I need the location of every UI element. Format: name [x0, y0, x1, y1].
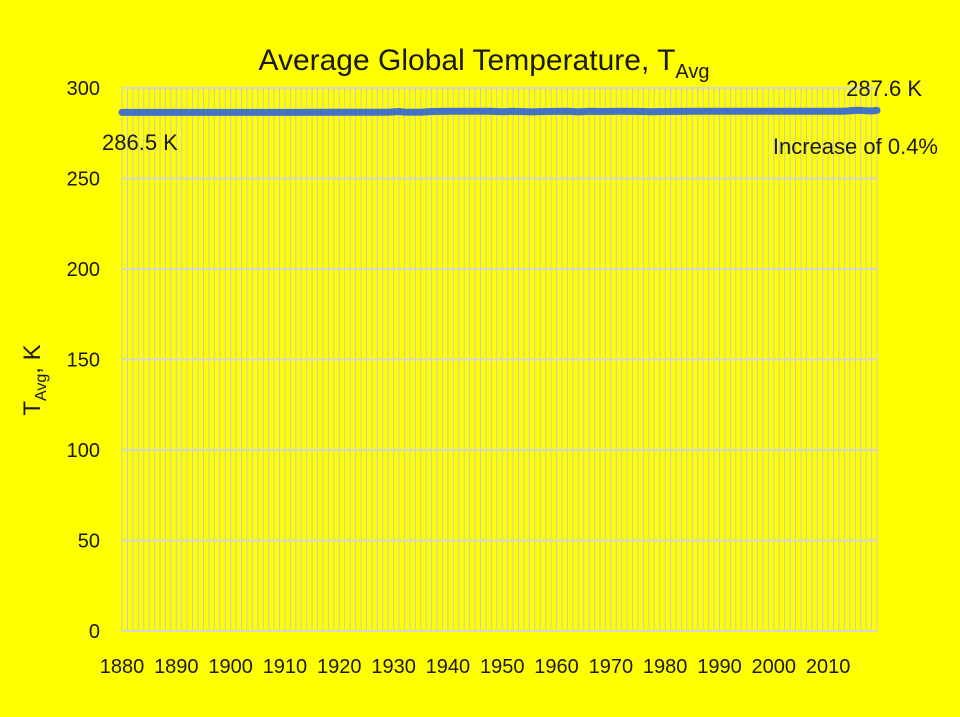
series-line-temperature	[118, 106, 881, 116]
x-tick-label: 2010	[806, 656, 851, 678]
chart-title-main: Average Global Temperature, T	[258, 44, 675, 77]
y-axis-label: TAvg, K	[19, 344, 50, 415]
annotation-end-value: 287.6 K	[846, 76, 922, 101]
x-tick-label: 1900	[208, 656, 253, 678]
y-tick-label: 300	[67, 78, 100, 100]
annotation-start-value: 286.5 K	[102, 130, 178, 155]
y-tick-label: 100	[67, 440, 100, 462]
y-axis-ticks: 0 50 100 150 200 250 300	[67, 78, 100, 643]
y-tick-label: 50	[78, 531, 100, 553]
y-tick-label: 200	[67, 259, 100, 281]
y-tick-label: 250	[67, 169, 100, 191]
x-axis-ticks: 1880 1890 1900 1910 1920 1930 1940 1950 1960 1970…	[100, 656, 851, 678]
y-axis-label-main: T	[19, 401, 46, 416]
y-axis-label-unit: , K	[19, 344, 46, 373]
y-tick-label: 0	[89, 621, 100, 643]
x-tick-label: 1950	[480, 656, 525, 678]
x-tick-label: 1980	[643, 656, 688, 678]
annotation-increase: Increase of 0.4%	[773, 134, 938, 159]
major-grid	[122, 87, 877, 632]
x-tick-label: 1960	[534, 656, 579, 678]
x-tick-label: 1890	[154, 656, 199, 678]
x-tick-label: 1970	[589, 656, 634, 678]
y-tick-label: 150	[67, 350, 100, 372]
x-tick-label: 1930	[371, 656, 416, 678]
x-tick-label: 1910	[263, 656, 308, 678]
x-tick-label: 1880	[100, 656, 145, 678]
x-tick-label: 2000	[752, 656, 797, 678]
x-tick-label: 1940	[426, 656, 471, 678]
y-axis-label-sub: Avg	[33, 374, 50, 401]
chart-title: Average Global Temperature, TAvg	[258, 44, 709, 83]
x-tick-label: 1990	[697, 656, 742, 678]
chart-title-sub: Avg	[675, 61, 709, 83]
x-tick-label: 1920	[317, 656, 362, 678]
